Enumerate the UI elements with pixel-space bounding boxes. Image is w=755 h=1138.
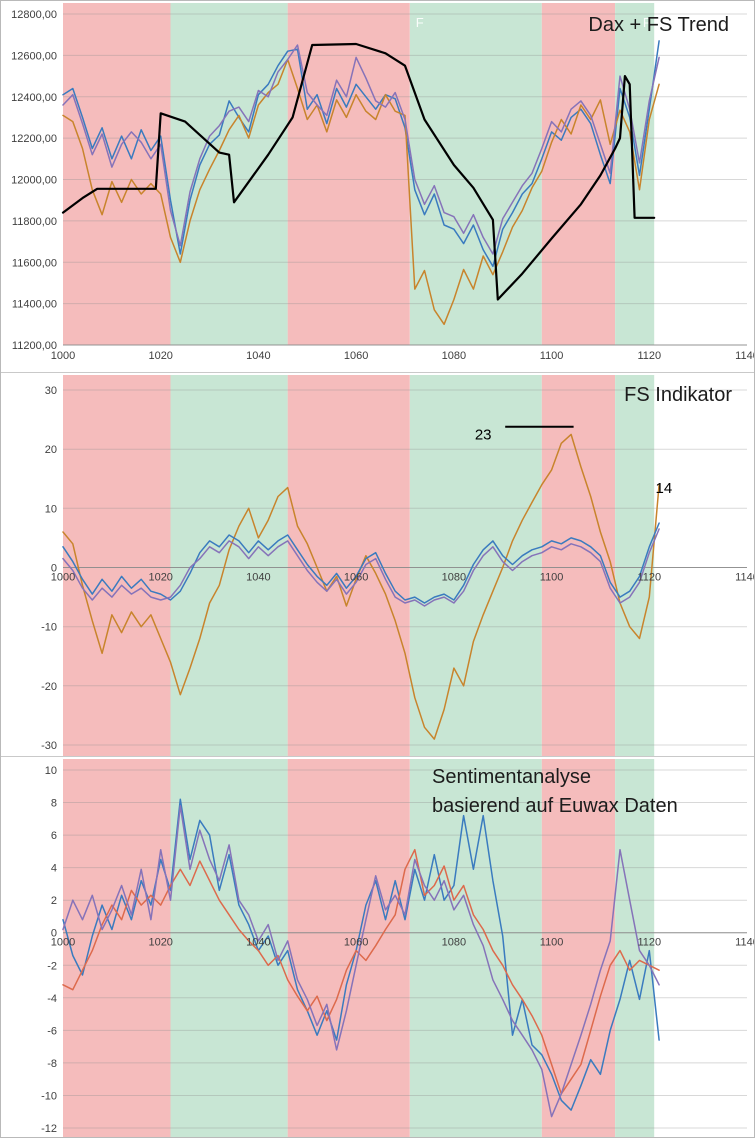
x-axis-label: 1120 bbox=[637, 937, 661, 949]
chart-title-dax-fs-trend: Dax + FS Trend bbox=[588, 14, 729, 36]
y-axis-label: -2 bbox=[47, 960, 57, 972]
x-axis-label: 1120 bbox=[637, 350, 661, 362]
background-band-red bbox=[63, 3, 171, 345]
background-band-green bbox=[615, 3, 655, 345]
annotation-text: F bbox=[643, 15, 651, 30]
annotation-text: 23 bbox=[475, 427, 492, 444]
chart-panel-sentimentanalyse: 10 8 6 4 2 0 -2 -4 -6 -8 -10 -12 1000 1020 1040 1060 108… bbox=[1, 757, 754, 1137]
chart-title-fs-indikator: FS Indikator bbox=[624, 384, 732, 406]
y-axis-label: 12600,00 bbox=[11, 50, 57, 62]
y-axis-label: -4 bbox=[47, 993, 57, 1005]
y-axis-label: -20 bbox=[41, 681, 57, 693]
background-band-red bbox=[541, 375, 616, 756]
x-axis-label: 1040 bbox=[246, 937, 270, 949]
series-line-purple bbox=[62, 805, 660, 1118]
x-axis-label: 1100 bbox=[540, 937, 564, 949]
y-axis-label: 12800,00 bbox=[11, 9, 57, 21]
x-axis-label: 1060 bbox=[344, 350, 368, 362]
y-axis-label: 10 bbox=[45, 503, 57, 515]
x-axis-label: 1040 bbox=[246, 350, 270, 362]
y-axis-label: -12 bbox=[41, 1123, 57, 1135]
y-axis-label: -30 bbox=[41, 740, 57, 752]
background-band-red bbox=[63, 375, 171, 756]
series-line-fs-trend bbox=[61, 42, 656, 301]
chart-title-sentimentanalyse: Sentimentanalyse basierend auf Euwax Dat… bbox=[432, 763, 678, 821]
y-axis-label: 12400,00 bbox=[11, 92, 57, 104]
x-axis-label: 1060 bbox=[344, 937, 368, 949]
y-axis-label: 11200,00 bbox=[12, 340, 57, 352]
x-axis-label: 1080 bbox=[442, 937, 466, 949]
series-line-purple bbox=[62, 44, 660, 255]
y-axis-label: 30 bbox=[45, 385, 57, 397]
x-axis-label: 1000 bbox=[51, 937, 75, 949]
x-axis-label: 1100 bbox=[540, 350, 564, 362]
annotation-text: 14 bbox=[656, 480, 673, 497]
background-band-green bbox=[615, 375, 655, 756]
y-axis-label: 10 bbox=[45, 765, 57, 777]
background-band-green bbox=[170, 3, 288, 345]
series-line-blue bbox=[62, 522, 660, 604]
series-line-red-orange bbox=[62, 848, 660, 1095]
x-axis-label: 1000 bbox=[51, 350, 75, 362]
annotation-text: F bbox=[416, 15, 424, 30]
y-axis-label: 8 bbox=[51, 798, 57, 810]
y-axis-label: 12000,00 bbox=[11, 175, 57, 187]
x-axis-label: 1140 bbox=[735, 937, 754, 949]
series-line-purple bbox=[62, 528, 660, 607]
background-band-green bbox=[409, 3, 542, 345]
y-axis-label: -6 bbox=[47, 1025, 57, 1037]
background-band-green bbox=[170, 375, 288, 756]
chart-panel-dax-fs-trend: F F 12800,00 12600,00 12400,00 12200,00 12000,… bbox=[1, 1, 754, 373]
y-axis-label: 0 bbox=[51, 928, 57, 940]
sentimentanalyse-plot: 10 8 6 4 2 0 -2 -4 -6 -8 -10 -12 1000 1020 1040 1060 108… bbox=[41, 759, 754, 1137]
background-band-red bbox=[63, 759, 171, 1137]
y-axis-label: 0 bbox=[51, 563, 57, 575]
y-axis-label: -8 bbox=[47, 1058, 57, 1070]
y-axis-label: 6 bbox=[51, 830, 57, 842]
y-axis-label: 2 bbox=[51, 895, 57, 907]
background-band-red bbox=[287, 375, 410, 756]
y-axis-label: 4 bbox=[51, 863, 57, 875]
y-axis-label: 12200,00 bbox=[11, 133, 57, 145]
x-axis-label: 1080 bbox=[442, 350, 466, 362]
x-axis-label: 1000 bbox=[51, 572, 75, 584]
x-axis-label: 1060 bbox=[344, 572, 368, 584]
x-axis-label: 1020 bbox=[148, 350, 172, 362]
y-axis-label: 11600,00 bbox=[12, 257, 57, 269]
y-axis-label: -10 bbox=[41, 1091, 57, 1103]
x-axis-label: 1140 bbox=[735, 572, 754, 584]
series-line-blue bbox=[62, 40, 660, 268]
y-axis-label: 11800,00 bbox=[12, 216, 57, 228]
background-band-red bbox=[287, 759, 410, 1137]
x-axis-label: 1020 bbox=[148, 937, 172, 949]
chart-title-sentiment-line-2: basierend auf Euwax Daten bbox=[432, 795, 678, 817]
x-axis-label: 1100 bbox=[540, 572, 564, 584]
y-axis-label: 20 bbox=[45, 444, 57, 456]
y-axis-label: -10 bbox=[41, 622, 57, 634]
background-band-green bbox=[615, 759, 655, 1137]
x-axis-label: 1140 bbox=[735, 350, 754, 362]
chart-panel-fs-indikator: 23 14 30 20 10 0 -10 -20 -30 1000 1020 1040 1060 1080… bbox=[1, 373, 754, 757]
dax-fs-trend-plot: F F 12800,00 12600,00 12400,00 12200,00 12000,… bbox=[11, 3, 754, 362]
fs-indikator-plot: 23 14 30 20 10 0 -10 -20 -30 1000 1020 1040 1060 1080… bbox=[41, 375, 754, 756]
x-axis-label: 1020 bbox=[148, 572, 172, 584]
series-line-orange bbox=[62, 58, 660, 326]
background-band-red bbox=[541, 3, 616, 345]
x-axis-label: 1080 bbox=[442, 572, 466, 584]
background-band-green bbox=[170, 759, 288, 1137]
y-axis-label: 11400,00 bbox=[12, 299, 57, 311]
background-band-red bbox=[287, 3, 410, 345]
x-axis-label: 1120 bbox=[637, 572, 661, 584]
chart-title-sentiment-line-1: Sentimentanalyse bbox=[432, 766, 591, 788]
x-axis-label: 1040 bbox=[246, 572, 270, 584]
background-band-green bbox=[409, 759, 542, 1137]
